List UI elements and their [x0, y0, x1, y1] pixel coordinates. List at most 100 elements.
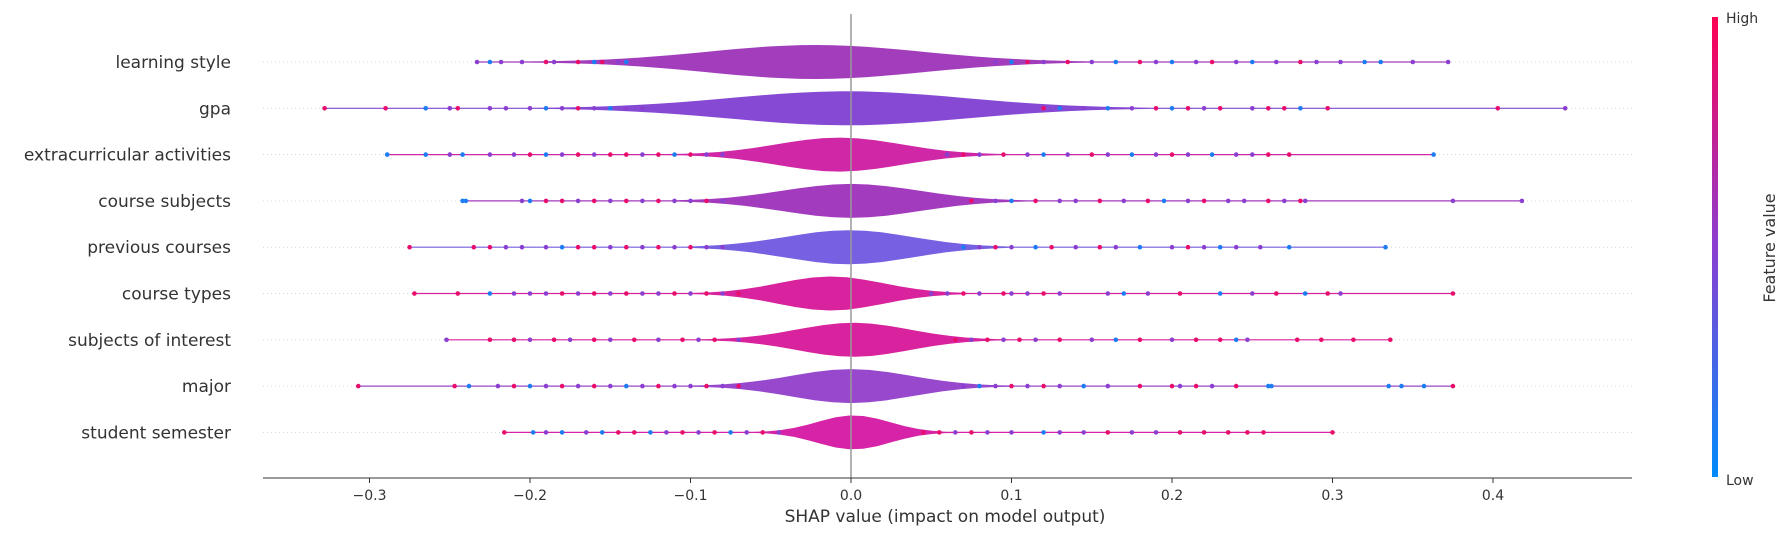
dot: [1169, 59, 1175, 65]
dot: [551, 59, 557, 65]
dot: [1025, 59, 1030, 65]
dot: [624, 198, 629, 204]
dot: [559, 198, 565, 204]
dot: [543, 430, 549, 435]
dot: [527, 198, 533, 204]
dot: [1057, 198, 1062, 204]
dot: [1041, 152, 1046, 157]
dot: [1113, 59, 1119, 65]
dot: [1217, 106, 1223, 111]
dot: [559, 383, 565, 389]
dot: [474, 59, 480, 65]
dot: [993, 244, 998, 250]
dot: [969, 337, 974, 343]
dot: [1001, 291, 1006, 296]
dot: [503, 244, 509, 250]
violin-course-types: [414, 276, 1453, 311]
dot: [1081, 106, 1086, 111]
dot: [1073, 244, 1078, 250]
dot: [591, 244, 597, 250]
dot: [383, 106, 388, 111]
dot: [672, 152, 677, 157]
dot: [559, 244, 565, 250]
dot: [1185, 106, 1191, 111]
dot: [1097, 198, 1103, 204]
dot: [624, 106, 629, 111]
dot: [575, 291, 581, 296]
dot: [640, 106, 645, 111]
dot: [1330, 430, 1335, 435]
dot: [1325, 291, 1330, 296]
violin-subjects-of-interest: [446, 322, 1391, 357]
dot: [1145, 291, 1151, 296]
dot: [1383, 244, 1388, 250]
dot: [322, 106, 327, 111]
dot: [945, 152, 950, 157]
dot: [1057, 383, 1062, 389]
dot: [656, 244, 661, 250]
dot: [1153, 106, 1159, 111]
dot: [599, 430, 605, 435]
dot: [720, 152, 725, 157]
dot: [1209, 152, 1215, 157]
dot: [1410, 59, 1416, 65]
dot: [1001, 152, 1006, 157]
feature-labels: learning style gpa extracurricular activit…: [24, 53, 231, 443]
dot: [1519, 198, 1525, 204]
dot: [591, 106, 597, 111]
colorbar-title: Feature value: [1760, 193, 1779, 302]
dot: [640, 198, 645, 204]
dot: [680, 337, 685, 343]
dot: [1269, 383, 1274, 389]
x-axis: −0.3 −0.2 −0.1 0.0 0.1 0.2 0.3 0.4: [263, 477, 1632, 504]
dot: [543, 244, 549, 250]
dot: [624, 152, 629, 157]
dot: [1233, 337, 1239, 343]
dot: [1266, 152, 1271, 157]
feature-label: previous courses: [87, 238, 231, 258]
dot: [1302, 291, 1308, 296]
dot: [993, 59, 998, 65]
dot: [608, 198, 613, 204]
dot: [423, 152, 429, 157]
dot: [1450, 198, 1456, 204]
dot: [1057, 337, 1062, 343]
dot: [1445, 59, 1451, 65]
dot: [1089, 59, 1095, 65]
dot: [511, 291, 517, 296]
dot: [1266, 106, 1271, 111]
dot: [624, 383, 629, 389]
dot: [1033, 244, 1038, 250]
dot: [1065, 152, 1070, 157]
dot: [1025, 383, 1030, 389]
dot: [1105, 152, 1111, 157]
dot: [696, 430, 701, 435]
dot: [1089, 152, 1095, 157]
dot: [527, 152, 533, 157]
dot: [736, 383, 741, 389]
dot: [1495, 106, 1501, 111]
dot: [920, 430, 926, 435]
dot: [1225, 198, 1231, 204]
dot: [712, 337, 717, 343]
dot: [1097, 244, 1103, 250]
violin-gpa: [324, 91, 1566, 126]
dot: [487, 291, 493, 296]
dot: [1121, 198, 1127, 204]
dot: [1217, 291, 1223, 296]
violin-previous-courses: [409, 230, 1386, 265]
dot: [688, 198, 693, 204]
dot: [704, 152, 709, 157]
dot: [1033, 337, 1038, 343]
dot: [1009, 59, 1014, 65]
dot: [608, 152, 613, 157]
dot: [1314, 59, 1319, 65]
dot: [487, 244, 493, 250]
dot: [1266, 198, 1271, 204]
dot: [460, 152, 465, 157]
dot: [953, 430, 958, 435]
dot: [640, 244, 645, 250]
dot: [736, 337, 741, 343]
x-tick-label: −0.3: [353, 488, 387, 504]
dot: [1362, 59, 1367, 65]
